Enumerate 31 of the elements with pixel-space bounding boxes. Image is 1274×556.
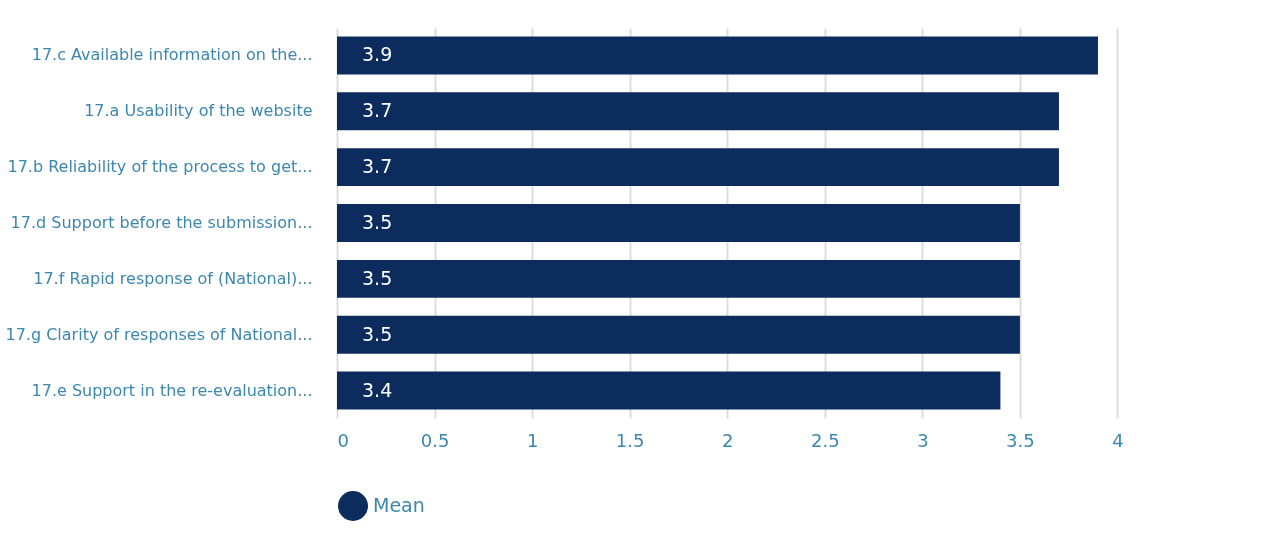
bar bbox=[337, 148, 1059, 187]
bar bbox=[337, 204, 1020, 242]
data-label: 3.5 bbox=[362, 211, 393, 233]
x-tick-label: 0.5 bbox=[420, 429, 450, 451]
bar bbox=[337, 315, 1020, 354]
x-tick-label: 3.5 bbox=[1006, 429, 1035, 451]
bar bbox=[337, 36, 1098, 75]
data-label: 3.9 bbox=[362, 43, 393, 66]
data-label: 3.7 bbox=[362, 99, 393, 122]
y-tick-label: 17.g Clarity of responses of National... bbox=[5, 324, 313, 344]
x-tick-label: 0 bbox=[337, 429, 349, 451]
y-tick-label: 17.a Usability of the website bbox=[84, 101, 313, 121]
x-tick-label: 1 bbox=[526, 429, 539, 451]
x-tick-label: 3 bbox=[917, 429, 929, 451]
y-tick-label: 17.b Reliability of the process to get... bbox=[7, 157, 313, 177]
legend-label: Mean bbox=[373, 494, 425, 516]
y-tick-label: 17.f Rapid response of (National)... bbox=[33, 268, 313, 288]
data-label: 3.4 bbox=[362, 378, 393, 401]
data-label: 3.5 bbox=[362, 266, 393, 289]
x-tick-label: 2.5 bbox=[810, 429, 840, 451]
bar bbox=[337, 259, 1020, 298]
y-tick-label: 17.c Available information on the... bbox=[31, 45, 313, 65]
bar bbox=[337, 92, 1059, 131]
x-tick-label: 2 bbox=[722, 429, 734, 451]
data-label: 3.5 bbox=[362, 322, 393, 345]
x-tick-label: 4 bbox=[1112, 429, 1124, 451]
y-tick-label: 17.d Support before the submission... bbox=[10, 213, 313, 232]
data-label: 3.7 bbox=[362, 155, 393, 178]
bar bbox=[337, 371, 1001, 410]
x-tick-label: 1.5 bbox=[615, 429, 645, 451]
y-tick-label: 17.e Support in the re-evaluation... bbox=[31, 380, 313, 400]
